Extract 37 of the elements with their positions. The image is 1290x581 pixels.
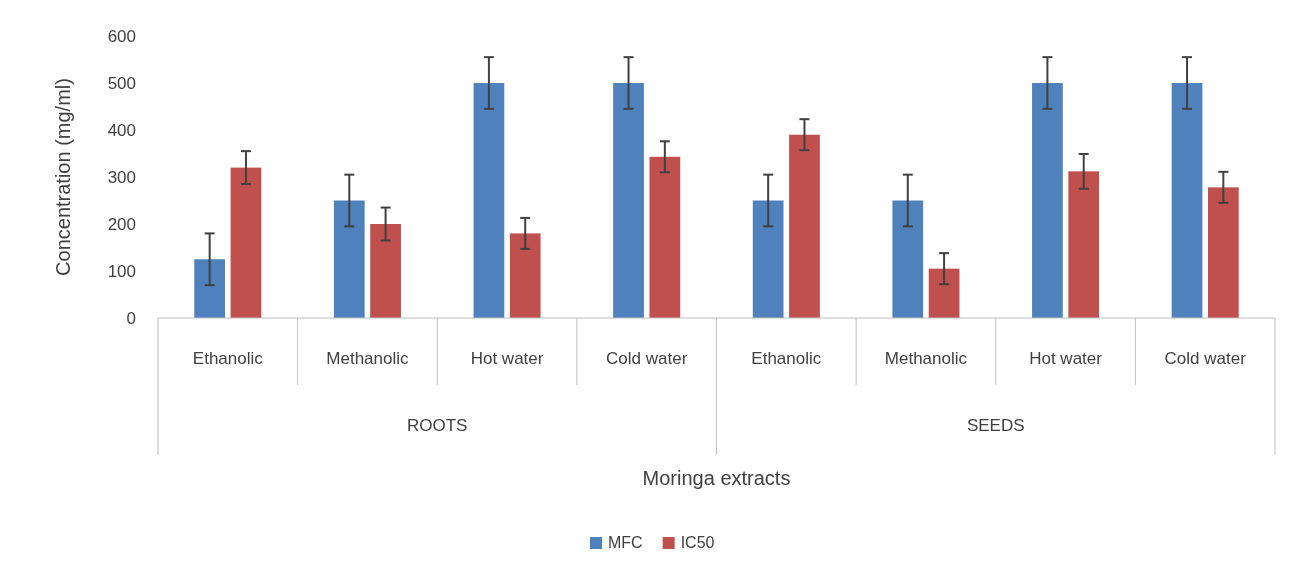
y-tick-label: 100	[107, 261, 136, 281]
x-tick-label: Hot water	[1029, 349, 1103, 368]
bar	[649, 156, 681, 318]
bar	[613, 83, 644, 318]
bar	[789, 134, 820, 318]
x-tick-label: Methanolic	[884, 349, 968, 368]
bar	[1171, 83, 1203, 318]
y-tick-label: 300	[107, 167, 136, 187]
y-tick-label: 600	[107, 26, 136, 46]
x-tick-label: Hot water	[470, 349, 544, 368]
bar	[509, 233, 541, 318]
y-tick-label: 0	[126, 308, 136, 328]
y-tick-label: 400	[107, 120, 136, 140]
legend-label: MFC	[608, 534, 643, 551]
text: ROOTS	[407, 416, 468, 435]
x-tick-label: Cold water	[1164, 349, 1247, 368]
bar	[473, 83, 505, 318]
x-tick-label: Ethanolic	[192, 349, 264, 368]
x-tick-label: Ethanolic	[751, 349, 822, 368]
x-axis-title: Moringa extracts	[642, 467, 791, 489]
y-tick-label: 200	[107, 214, 136, 234]
x-tick-label: Methanolic	[326, 349, 410, 368]
bar	[1032, 83, 1063, 318]
bar	[370, 224, 401, 318]
y-axis-title: Concentration (mg/ml)	[52, 78, 74, 276]
bar	[752, 200, 784, 318]
bar	[230, 167, 262, 318]
text: SEEDS	[966, 416, 1025, 435]
y-tick-label: 500	[107, 73, 136, 93]
bar	[1207, 187, 1239, 318]
bar	[928, 268, 960, 318]
bar	[333, 200, 365, 318]
legend-label: IC50	[680, 534, 715, 551]
x-tick-label: Cold water	[606, 349, 688, 368]
bar	[194, 259, 226, 318]
bar	[892, 200, 924, 318]
bar	[1068, 171, 1100, 318]
